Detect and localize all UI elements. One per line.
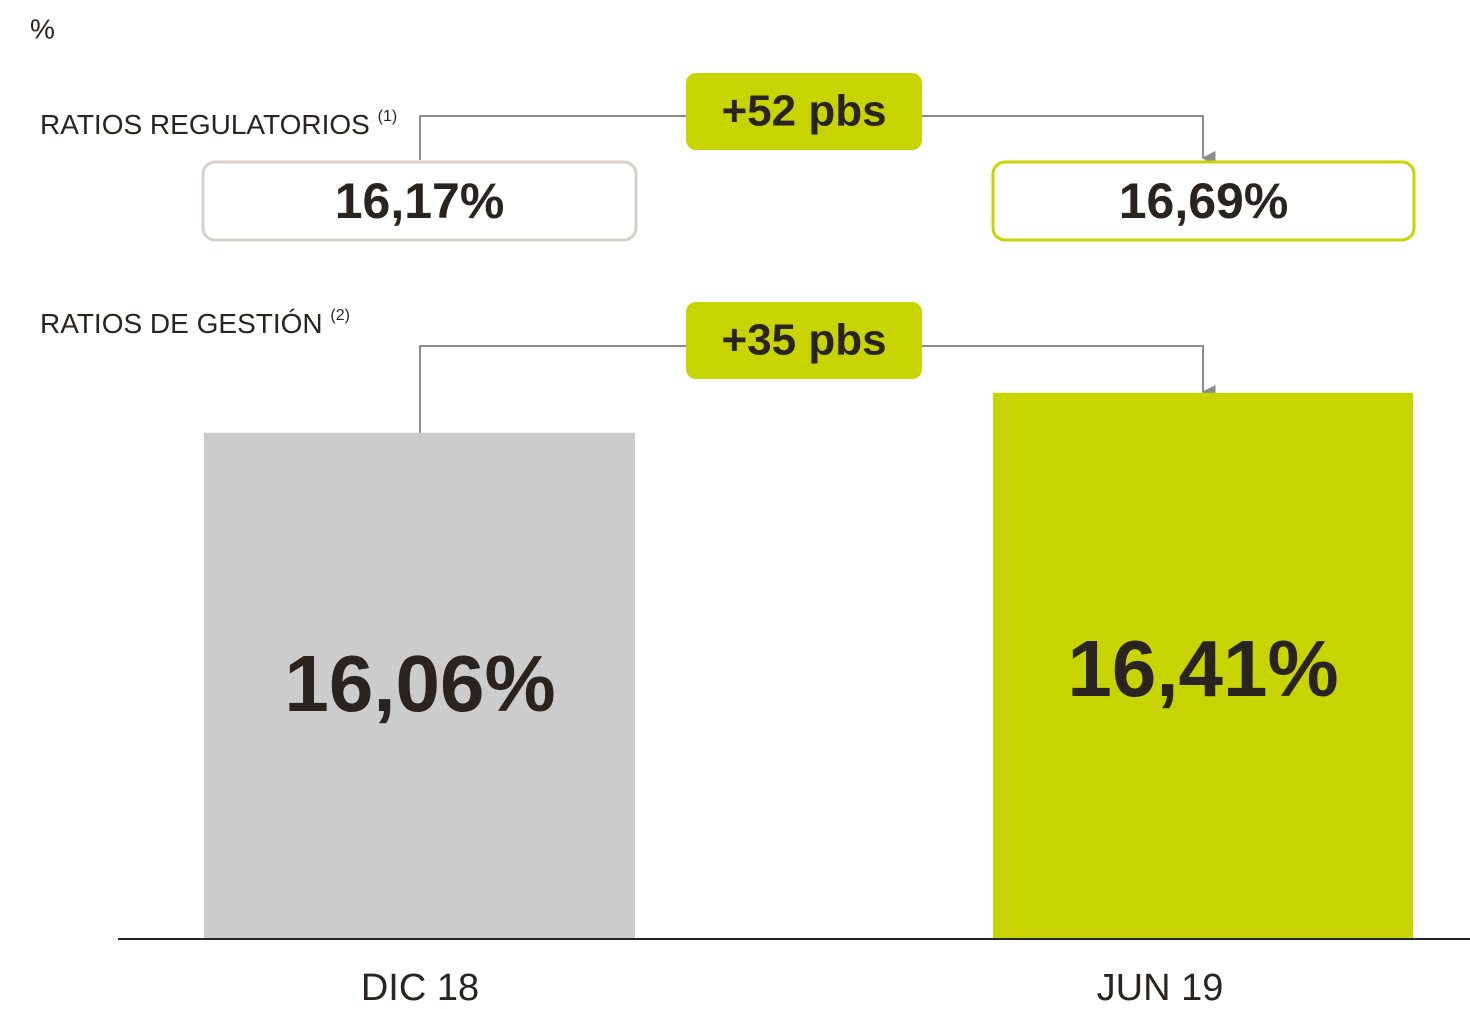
regulatory-note: (1) (378, 108, 398, 125)
series-note: (2) (330, 307, 350, 324)
change-badge (686, 302, 922, 379)
series-name: RATIOS DE GESTIÓN (40, 308, 323, 339)
change-label: +35 pbs (721, 316, 886, 365)
x-tick-label: JUN 19 (1097, 967, 1224, 1009)
regulatory-box (201, 160, 638, 242)
change-badge (686, 73, 922, 150)
series-label: RATIOS DE GESTIÓN (2) (40, 307, 350, 339)
regulatory-value-label: 16,17% (335, 173, 505, 229)
x-tick-label: DIC 18 (361, 967, 479, 1009)
regulatory-name: RATIOS REGULATORIOS (40, 109, 370, 140)
regulatory-value-label: 16,69% (1119, 173, 1289, 229)
bar-value-label: 16,41% (1067, 624, 1338, 713)
bar (204, 432, 635, 938)
unit-label: % (30, 13, 55, 44)
regulatory-label: RATIOS REGULATORIOS (1) (40, 108, 397, 140)
bar-value-label: 16,06% (284, 639, 555, 728)
change-label: +52 pbs (721, 87, 886, 136)
regulatory-box (991, 160, 1416, 242)
bar (993, 392, 1413, 938)
